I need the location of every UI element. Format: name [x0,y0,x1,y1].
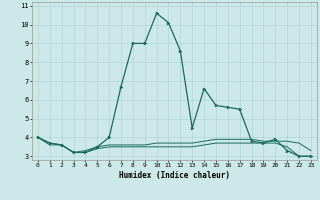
X-axis label: Humidex (Indice chaleur): Humidex (Indice chaleur) [119,171,230,180]
